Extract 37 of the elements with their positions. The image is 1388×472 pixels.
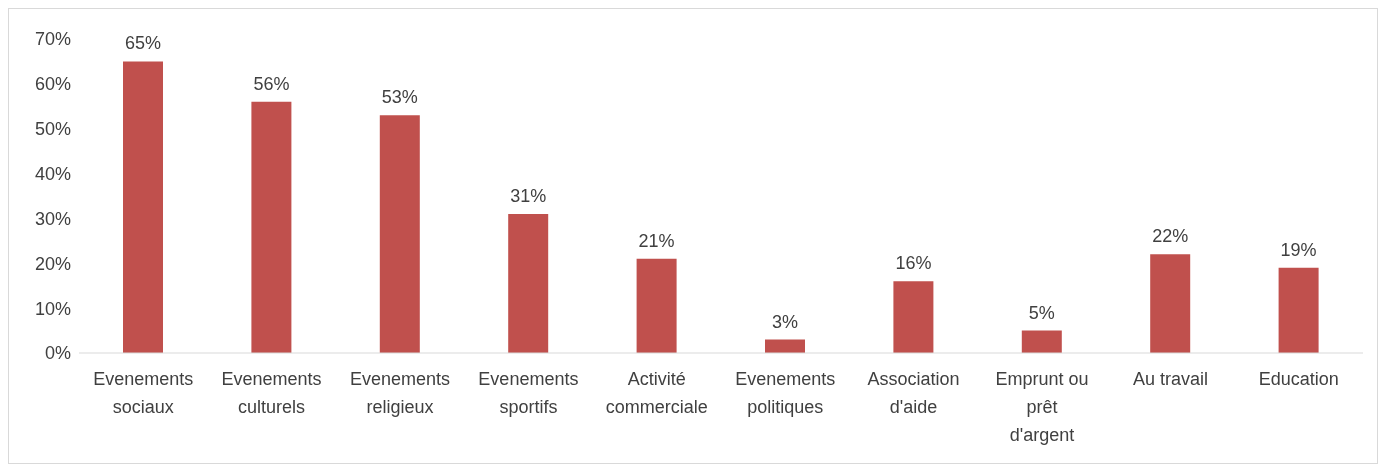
x-tick-label: Association d'aide	[867, 369, 960, 417]
bar	[379, 115, 420, 353]
y-tick-label: 40%	[34, 163, 71, 184]
y-tick-label: 70%	[34, 29, 71, 50]
x-tick-label: Evenements sportifs	[478, 369, 579, 417]
x-tick-label: Emprunt ou prêt d'argent	[995, 369, 1089, 445]
bar	[508, 213, 549, 353]
data-label: 3%	[771, 311, 799, 332]
y-tick-label: 30%	[34, 208, 71, 229]
data-label: 22%	[1152, 226, 1189, 247]
bar	[1150, 254, 1191, 353]
bar	[1021, 330, 1062, 353]
data-label: 53%	[381, 87, 418, 108]
data-label: 56%	[253, 73, 290, 94]
x-tick-label: Evenements religieux	[349, 369, 451, 417]
bar	[636, 258, 677, 353]
x-tick-label: Evenements sociaux	[93, 369, 194, 417]
y-tick-label: 20%	[34, 253, 71, 274]
y-tick-label: 60%	[34, 74, 71, 95]
data-label: 19%	[1280, 239, 1317, 260]
y-tick-label: 0%	[44, 343, 71, 364]
x-tick-label: Education	[1258, 369, 1339, 389]
bar	[1278, 267, 1319, 353]
y-tick-label: 50%	[34, 119, 71, 140]
data-label: 65%	[124, 33, 162, 54]
x-tick-label: Evenements politiques	[735, 369, 836, 417]
data-label: 31%	[510, 185, 547, 206]
data-label: 16%	[895, 253, 932, 274]
bar	[893, 281, 934, 353]
data-label: 21%	[638, 230, 675, 251]
bar	[123, 61, 163, 353]
x-tick-label: Activité commerciale	[605, 369, 708, 417]
x-tick-label: Au travail	[1132, 369, 1208, 389]
data-label: 5%	[1028, 302, 1055, 323]
y-tick-label: 10%	[34, 298, 71, 319]
x-tick-label: Evenements culturels	[221, 369, 322, 417]
bar	[251, 101, 292, 353]
